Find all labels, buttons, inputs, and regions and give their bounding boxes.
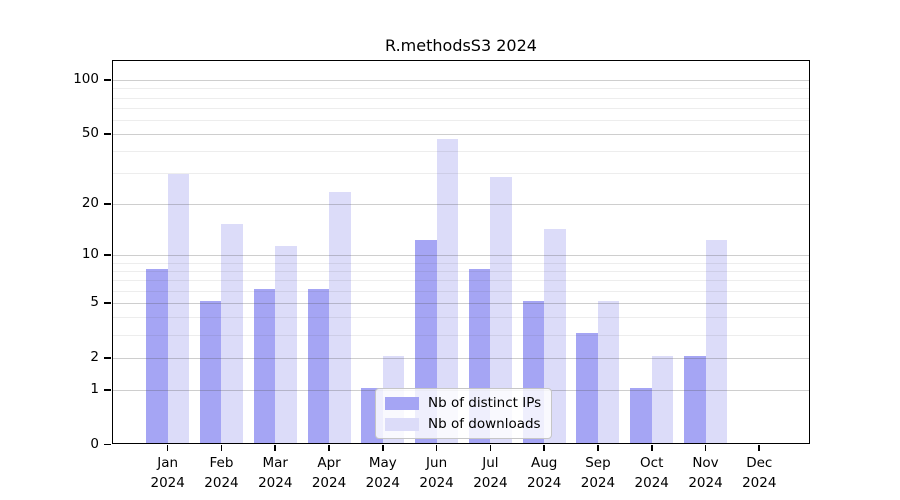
- y-tick-label: 0: [90, 435, 99, 452]
- x-tick-mark: [758, 445, 761, 451]
- x-tick-label-jan: Jan 2024: [150, 455, 185, 492]
- y-tick-mark: [104, 356, 111, 359]
- y-tick-label: 20: [81, 195, 99, 212]
- bar-downloads-nov: [705, 240, 727, 443]
- bar-ips-nov: [684, 355, 706, 443]
- x-tick-mark: [220, 445, 223, 451]
- x-tick-label-sep: Sep 2024: [580, 455, 616, 492]
- y-tick-mark: [104, 443, 111, 446]
- bar-ips-oct: [630, 387, 652, 443]
- x-tick-mark: [166, 445, 169, 451]
- y-tick-label: 50: [81, 125, 99, 142]
- bar-downloads-jul: [490, 176, 512, 443]
- gridline-minor: [113, 173, 809, 175]
- gridline-minor: [113, 280, 809, 282]
- gridline-minor: [113, 107, 809, 109]
- y-tick-mark: [104, 254, 111, 256]
- bar-ips-jan: [146, 269, 168, 443]
- gridline-minor: [113, 97, 809, 99]
- gridline-minor: [113, 151, 809, 153]
- x-tick-mark: [328, 445, 330, 451]
- gridline-major: [113, 357, 809, 359]
- gridline-major: [113, 303, 809, 305]
- x-tick-label-jul: Jul 2024: [473, 455, 508, 492]
- gridline-major: [113, 204, 809, 206]
- gridline-minor: [113, 271, 809, 273]
- x-tick-mark: [489, 445, 492, 451]
- gridline-minor: [113, 262, 809, 264]
- bar-downloads-jan: [167, 173, 190, 443]
- x-tick-mark: [597, 445, 599, 451]
- x-tick-label-mar: Mar 2024: [258, 455, 293, 492]
- y-tick-label: 5: [90, 294, 99, 311]
- y-tick-mark: [104, 203, 111, 205]
- x-tick-label-may: May 2024: [365, 455, 400, 492]
- legend-swatch-downloads: [385, 417, 419, 431]
- x-tick-label-feb: Feb 2024: [204, 455, 239, 492]
- bar-downloads-jun: [436, 138, 459, 443]
- x-tick-label-oct: Oct 2024: [634, 455, 669, 492]
- x-tick-label-jun: Jun 2024: [419, 455, 454, 492]
- legend-label-distinct-ips: Nb of distinct IPs: [428, 395, 542, 411]
- legend: Nb of distinct IPs Nb of downloads: [375, 388, 553, 439]
- gridline-minor: [113, 119, 809, 121]
- bar-downloads-mar: [275, 246, 297, 443]
- legend-item-downloads: Nb of downloads: [385, 416, 541, 432]
- x-tick-mark: [274, 445, 277, 451]
- gridline-minor: [113, 290, 809, 292]
- bar-ips-sep: [576, 333, 598, 443]
- gridline-major: [113, 134, 809, 136]
- x-tick-label-nov: Nov 2024: [688, 455, 723, 492]
- x-tick-mark: [543, 445, 545, 451]
- bar-downloads-apr: [329, 191, 351, 443]
- y-tick-mark: [104, 133, 111, 135]
- y-tick-label: 10: [81, 246, 99, 263]
- bar-ips-apr: [307, 288, 330, 443]
- x-tick-mark: [704, 445, 707, 451]
- y-tick-label: 1: [90, 380, 99, 397]
- bar-downloads-oct: [651, 355, 674, 443]
- x-tick-label-dec: Dec 2024: [742, 455, 777, 492]
- x-tick-label-apr: Apr 2024: [311, 455, 347, 492]
- legend-swatch-distinct-ips: [385, 396, 419, 410]
- x-tick-mark: [435, 445, 438, 451]
- gridline-major: [113, 80, 809, 82]
- gridline-major: [113, 255, 809, 257]
- x-tick-mark: [382, 445, 384, 451]
- bar-ips-mar: [253, 288, 276, 443]
- y-tick-mark: [104, 79, 111, 81]
- gridline-minor: [113, 88, 809, 90]
- gridline-minor: [113, 335, 809, 337]
- y-tick-mark: [104, 302, 111, 304]
- x-tick-mark: [650, 445, 653, 451]
- legend-label-downloads: Nb of downloads: [428, 416, 541, 432]
- y-tick-mark: [104, 388, 111, 391]
- x-tick-label-aug: Aug 2024: [526, 455, 562, 492]
- y-tick-label: 100: [73, 71, 99, 88]
- bar-downloads-feb: [221, 223, 243, 443]
- legend-item-distinct-ips: Nb of distinct IPs: [385, 395, 541, 411]
- bar-downloads-sep: [597, 301, 620, 443]
- gridline-minor: [113, 317, 809, 319]
- y-tick-label: 2: [90, 348, 99, 365]
- bar-ips-feb: [199, 301, 222, 443]
- chart-title: R.methodsS3 2024: [385, 36, 537, 55]
- plot-area: 0 1 2 5 10 20 50 100 Jan 2024 Feb 2024 Mar 2024 Apr 20…: [73, 60, 810, 491]
